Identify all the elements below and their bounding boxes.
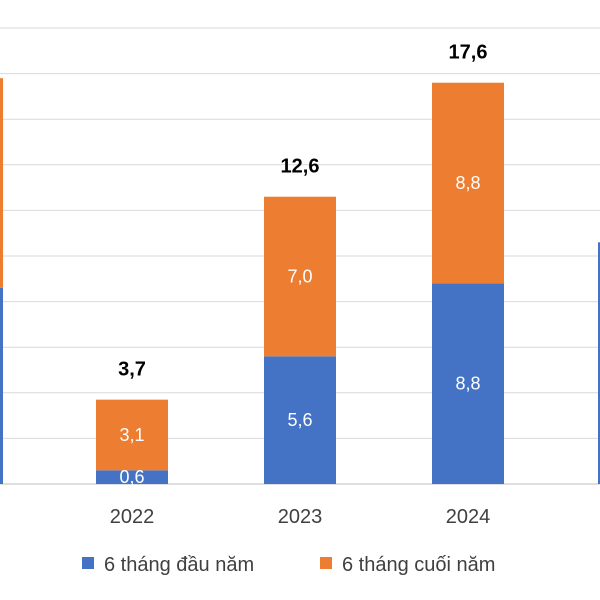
bar-2024-series-2 — [432, 82, 504, 284]
x-tick-label-2023: 2023 — [278, 506, 323, 528]
legend: 6 tháng đầu năm 6 tháng cuối năm — [82, 554, 495, 576]
legend-swatch-2 — [320, 557, 332, 569]
data-label-2023-series-2: 7,0 — [287, 267, 312, 287]
bar-2024-series-1 — [432, 283, 504, 484]
bars — [96, 82, 504, 484]
legend-label-2: 6 tháng cuối năm — [342, 554, 495, 576]
data-label-2022-series-2: 3,1 — [119, 425, 144, 445]
total-label-2022: 3,7 — [118, 359, 146, 381]
data-label-2022-series-1: 0,6 — [119, 467, 144, 487]
bar-2023-series-2 — [264, 196, 336, 357]
legend-label-1: 6 tháng đầu năm — [104, 554, 254, 576]
total-label-2024: 17,6 — [449, 42, 488, 64]
legend-swatch-1 — [82, 557, 94, 569]
cropped-neighbor-bars — [0, 78, 600, 484]
bar-2023-series-1 — [264, 356, 336, 484]
x-tick-label-2022: 2022 — [110, 506, 155, 528]
data-label-2024-series-1: 8,8 — [455, 374, 480, 394]
x-tick-label-2024: 2024 — [446, 506, 491, 528]
data-label-2024-series-2: 8,8 — [455, 173, 480, 193]
partial-left-bar-top — [0, 78, 3, 288]
bar-2022-series-1 — [96, 470, 168, 484]
partial-left-bar-bottom — [0, 287, 3, 484]
bar-2022-series-2 — [96, 399, 168, 471]
partial-right-bar — [598, 242, 600, 484]
data-label-2023-series-1: 5,6 — [287, 410, 312, 430]
total-label-2023: 12,6 — [281, 156, 320, 178]
x-axis: 2022 2023 2024 — [110, 506, 491, 528]
data-labels: 0,6 3,1 3,7 5,6 7,0 12,6 8,8 8,8 17,6 — [118, 42, 487, 487]
